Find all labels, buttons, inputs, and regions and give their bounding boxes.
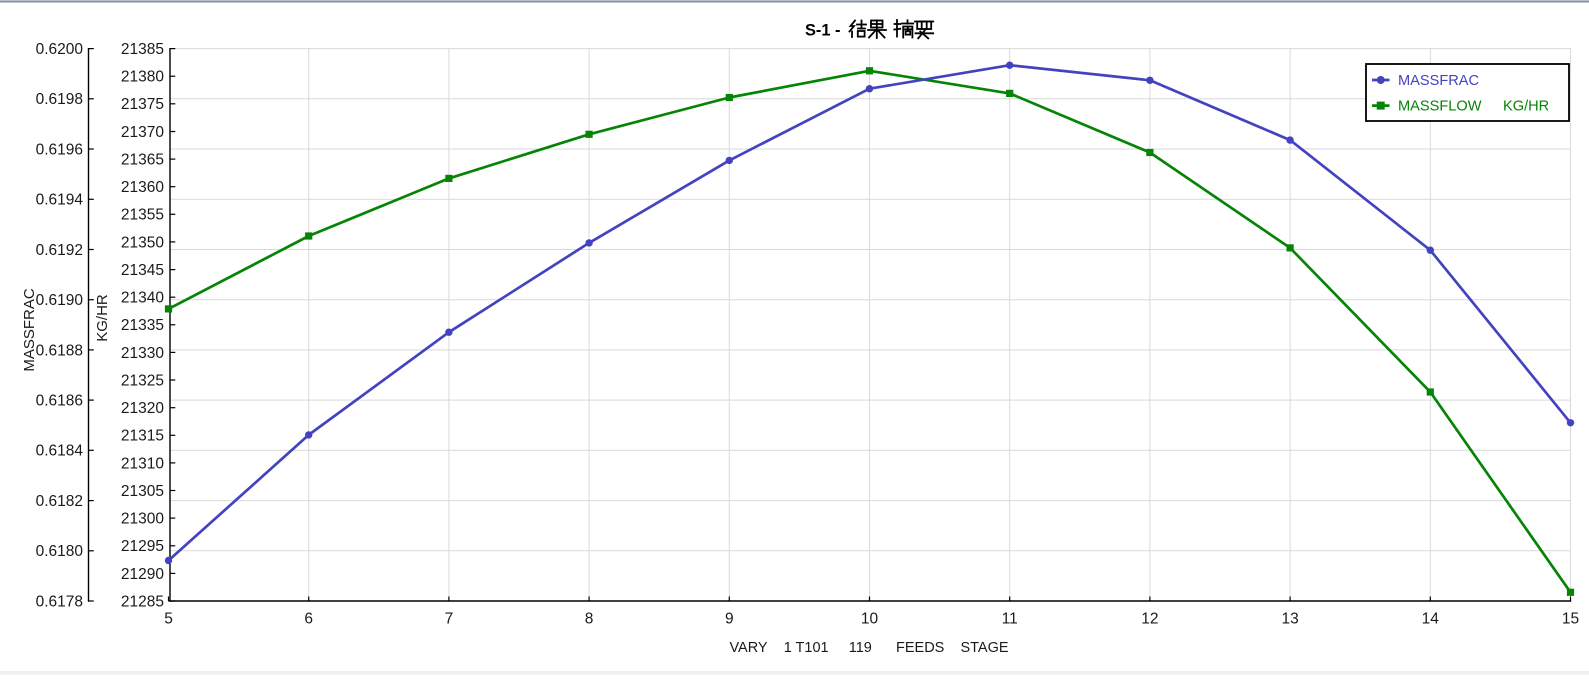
svg-text:0.6200: 0.6200 <box>36 41 84 58</box>
svg-text:21380: 21380 <box>121 69 164 86</box>
svg-text:0.6188: 0.6188 <box>36 342 83 359</box>
svg-text:VARY 1 T101 119 FE: VARY 1 T101 119 FEEDS STAGE <box>729 640 1008 656</box>
svg-text:0.6178: 0.6178 <box>36 593 83 610</box>
svg-text:0.6180: 0.6180 <box>36 543 84 560</box>
svg-text:0.6190: 0.6190 <box>36 292 84 309</box>
svg-text:21365: 21365 <box>121 152 164 169</box>
svg-text:13: 13 <box>1281 611 1298 628</box>
svg-text:21370: 21370 <box>121 124 164 141</box>
svg-text:21315: 21315 <box>121 428 164 445</box>
svg-text:21330: 21330 <box>121 345 164 362</box>
svg-text:12: 12 <box>1141 611 1158 628</box>
svg-text:21360: 21360 <box>121 179 164 196</box>
svg-text:8: 8 <box>585 611 594 628</box>
svg-text:9: 9 <box>725 611 734 628</box>
svg-text:0.6182: 0.6182 <box>36 493 83 510</box>
svg-text:21310: 21310 <box>121 455 164 472</box>
svg-text:11: 11 <box>1002 611 1018 628</box>
svg-text:21350: 21350 <box>121 234 164 251</box>
svg-text:MASSFRAC: MASSFRAC <box>21 288 38 372</box>
svg-text:21305: 21305 <box>121 483 164 500</box>
svg-text:21325: 21325 <box>121 372 164 389</box>
svg-text:0.6196: 0.6196 <box>36 141 83 158</box>
svg-text:MASSFRAC: MASSFRAC <box>1398 73 1479 89</box>
svg-text:7: 7 <box>445 611 454 628</box>
svg-text:0.6192: 0.6192 <box>36 242 83 259</box>
svg-text:KG/HR: KG/HR <box>1503 99 1549 115</box>
svg-text:21285: 21285 <box>121 593 164 610</box>
svg-text:KG/HR: KG/HR <box>94 294 111 342</box>
svg-text:0.6184: 0.6184 <box>36 443 84 460</box>
svg-text:0.6186: 0.6186 <box>36 393 83 410</box>
svg-text:21385: 21385 <box>121 41 164 58</box>
svg-text:21345: 21345 <box>121 262 164 279</box>
svg-text:21320: 21320 <box>121 400 164 417</box>
svg-text:MASSFLOW: MASSFLOW <box>1398 99 1482 115</box>
svg-text:6: 6 <box>304 611 313 628</box>
svg-text:10: 10 <box>861 611 879 628</box>
svg-text:21375: 21375 <box>121 96 164 113</box>
svg-text:21300: 21300 <box>121 511 164 528</box>
svg-text:0.6194: 0.6194 <box>36 192 84 209</box>
svg-text:S-1 -: S-1 - <box>805 22 841 40</box>
svg-text:14: 14 <box>1422 611 1440 628</box>
svg-text:21335: 21335 <box>121 317 164 334</box>
svg-text:15: 15 <box>1562 611 1579 628</box>
svg-text:0.6198: 0.6198 <box>36 91 83 108</box>
svg-text:21340: 21340 <box>121 290 164 307</box>
svg-text:21355: 21355 <box>121 207 164 224</box>
svg-text:21295: 21295 <box>121 538 164 555</box>
svg-text:5: 5 <box>164 611 173 628</box>
svg-text:21290: 21290 <box>121 566 164 583</box>
